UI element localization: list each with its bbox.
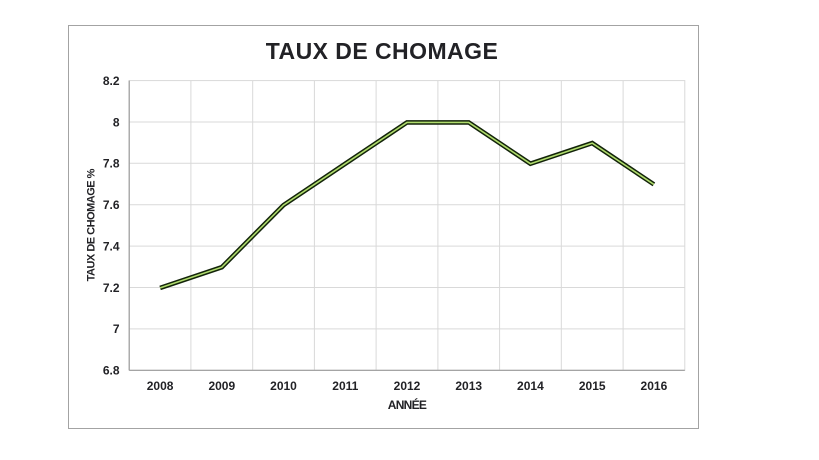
svg-text:TAUX DE CHOMAGE %: TAUX DE CHOMAGE % (86, 168, 98, 281)
svg-text:2010: 2010 (270, 379, 297, 393)
svg-text:7.2: 7.2 (103, 281, 120, 295)
svg-text:2013: 2013 (455, 379, 482, 393)
svg-text:2008: 2008 (147, 379, 174, 393)
svg-text:6.8: 6.8 (103, 364, 120, 378)
svg-text:8: 8 (113, 115, 120, 129)
svg-text:8.2: 8.2 (103, 74, 120, 88)
svg-text:7: 7 (113, 322, 120, 336)
svg-text:ANNÉE: ANNÉE (388, 397, 427, 412)
svg-text:7.4: 7.4 (103, 239, 120, 253)
svg-text:TAUX DE CHOMAGE: TAUX DE CHOMAGE (266, 38, 499, 64)
svg-text:2016: 2016 (641, 379, 668, 393)
svg-text:2009: 2009 (208, 379, 235, 393)
svg-text:2014: 2014 (517, 379, 544, 393)
svg-text:2012: 2012 (394, 379, 421, 393)
svg-text:2015: 2015 (579, 379, 606, 393)
svg-text:7.8: 7.8 (103, 157, 120, 171)
svg-text:7.6: 7.6 (103, 198, 120, 212)
svg-text:2011: 2011 (332, 379, 358, 393)
